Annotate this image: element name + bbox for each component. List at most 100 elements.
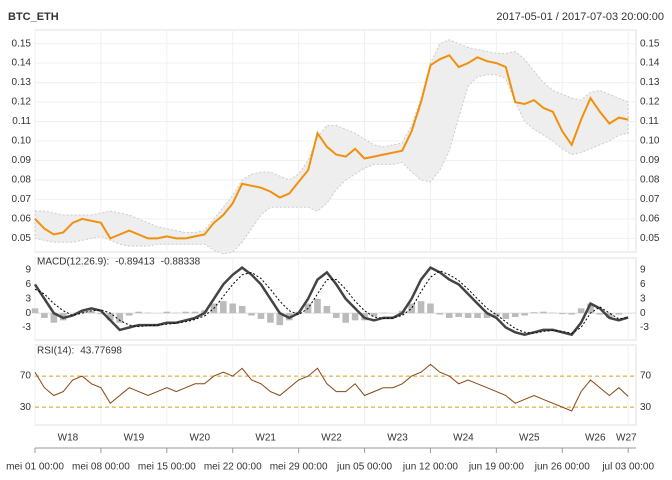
y-tick-label: 0.07: [640, 194, 660, 205]
histogram-bar: [229, 303, 237, 314]
histogram-bar: [558, 313, 566, 315]
y-tick-label: 0.12: [640, 97, 660, 108]
histogram-bar: [257, 313, 265, 319]
x-tick-label: mei 08 00:00: [72, 462, 130, 473]
y-tick-label: 0.10: [12, 136, 32, 147]
y-tick-label: 0.05: [640, 233, 660, 244]
histogram-bar: [267, 313, 274, 323]
y-tick-label: 30: [20, 402, 32, 413]
histogram-bar: [248, 313, 255, 316]
legend-value: -0.89413: [115, 257, 155, 268]
y-tick-label: 9: [640, 265, 646, 276]
histogram-bar: [370, 313, 378, 317]
histogram-bar: [41, 313, 48, 318]
histogram-bar: [615, 313, 623, 315]
x-tick-label: jun 05 00:00: [336, 462, 392, 473]
week-label: W27: [616, 433, 637, 444]
histogram-bar: [455, 313, 462, 317]
histogram-bar: [474, 313, 481, 318]
week-label: W20: [189, 433, 210, 444]
histogram-bar: [408, 303, 415, 314]
y-tick-label: -3: [640, 322, 649, 333]
x-tick-label: mei 22 00:00: [204, 462, 262, 473]
y-tick-label: 0.10: [640, 136, 660, 147]
y-tick-label: 0.09: [640, 155, 660, 166]
histogram-bar: [333, 313, 340, 318]
histogram-bar: [606, 313, 613, 318]
x-tick-label: jun 26 00:00: [534, 462, 590, 473]
histogram-bar: [540, 311, 547, 314]
histogram-bar: [587, 303, 594, 314]
y-tick-label: 3: [25, 293, 31, 304]
histogram-bar: [493, 313, 500, 317]
histogram-bar: [427, 303, 434, 314]
x-tick-label: mei 15 00:00: [138, 462, 196, 473]
histogram-bar: [342, 313, 350, 323]
chart-subtitle: 2017-05-01 / 2017-07-03 20:00:00: [496, 11, 664, 23]
histogram-bar: [135, 311, 142, 314]
y-tick-label: 0: [640, 308, 646, 319]
histogram-bar: [50, 313, 58, 323]
y-tick-label: 70: [640, 371, 652, 382]
week-label: W18: [58, 433, 79, 444]
y-tick-label: 0.06: [640, 214, 660, 225]
histogram-bar: [323, 305, 331, 314]
histogram-bar: [464, 313, 472, 318]
y-tick-label: 6: [640, 279, 646, 290]
histogram-bar: [97, 313, 105, 315]
y-tick-label: 0.05: [12, 233, 32, 244]
x-tick-label: jun 19 00:00: [468, 462, 524, 473]
price-line: [34, 54, 629, 240]
week-label: W23: [387, 433, 408, 444]
histogram-bar: [276, 313, 284, 326]
x-tick-label: jun 12 00:00: [402, 462, 458, 473]
rsi-line: [34, 363, 629, 412]
y-tick-label: 0: [25, 308, 31, 319]
y-tick-label: 0.14: [640, 58, 660, 69]
histogram-bar: [31, 308, 39, 314]
y-tick-label: 0.11: [12, 116, 31, 127]
y-tick-label: 0.08: [640, 175, 660, 186]
panel-label: RSI(14):: [37, 346, 74, 357]
histogram-bar: [483, 313, 491, 318]
histogram-bar: [596, 313, 604, 315]
y-tick-label: 6: [25, 279, 31, 290]
histogram-bar: [116, 313, 124, 323]
y-tick-label: 0.13: [640, 77, 660, 88]
histogram-bar: [521, 313, 528, 316]
y-tick-label: 70: [20, 371, 32, 382]
week-label: W26: [585, 433, 606, 444]
macd-line: [33, 266, 629, 337]
bollinger-band: [34, 39, 629, 255]
histogram-bar: [568, 313, 575, 315]
histogram-bar: [125, 313, 133, 316]
histogram-bar: [530, 312, 538, 314]
histogram-bar: [417, 301, 425, 314]
histogram-bar: [163, 311, 171, 314]
histogram-bar: [511, 313, 519, 317]
histogram-bar: [577, 308, 585, 314]
signal-line: [34, 270, 629, 334]
week-label: W25: [519, 433, 540, 444]
y-tick-label: 0.06: [12, 214, 32, 225]
histogram-bar: [182, 311, 189, 314]
y-tick-label: 0.11: [640, 116, 659, 127]
x-tick-label: jul 03 00:00: [601, 462, 654, 473]
week-label: W19: [124, 433, 145, 444]
x-tick-label: mei 01 00:00: [6, 462, 64, 473]
y-tick-label: 0.07: [12, 194, 32, 205]
histogram-bar: [436, 313, 444, 315]
histogram-bar: [351, 313, 359, 321]
panel-frame: [34, 344, 637, 426]
histogram-bar: [220, 301, 227, 314]
x-tick-label: mei 29 00:00: [270, 462, 328, 473]
y-tick-label: 9: [25, 265, 31, 276]
y-tick-label: 0.08: [12, 175, 32, 186]
histogram-bar: [502, 313, 510, 319]
histogram-bar: [314, 298, 321, 314]
y-tick-label: 0.15: [640, 38, 660, 49]
week-label: W22: [321, 433, 342, 444]
histogram-bar: [107, 313, 114, 321]
week-label: W24: [453, 433, 474, 444]
